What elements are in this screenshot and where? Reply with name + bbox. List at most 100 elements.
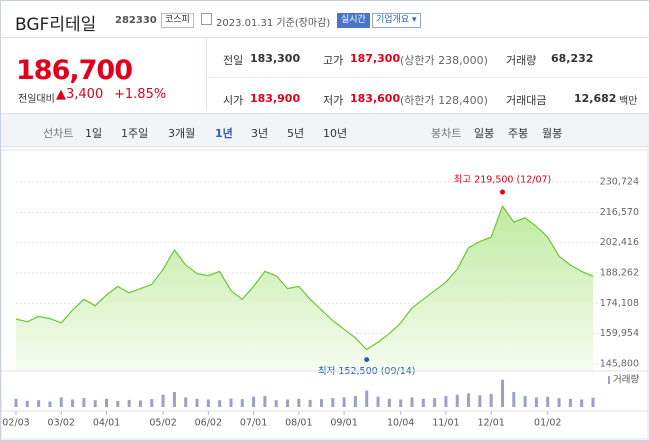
- price-area: [16, 206, 593, 371]
- stat-label: 저가: [323, 94, 344, 107]
- y-tick-label: 174,108: [600, 298, 639, 309]
- volume-bar: [365, 390, 369, 407]
- volume-bar: [319, 399, 323, 407]
- volume-bar: [229, 398, 233, 407]
- volume-bar: [218, 400, 222, 407]
- x-tick-label: 03/02: [48, 418, 75, 429]
- change-rate: +1.85%: [114, 87, 167, 102]
- change-label: 전일대비: [18, 94, 55, 105]
- volume-bar: [172, 392, 176, 407]
- current-price: 186,700: [16, 55, 133, 86]
- volume-bar: [421, 398, 425, 407]
- volume-bar: [105, 398, 109, 407]
- volume-bar: [14, 398, 18, 407]
- x-tick-label: 02/03: [2, 418, 29, 429]
- realtime-button[interactable]: 실시간: [337, 13, 370, 28]
- tab-group-label: 선차트: [43, 127, 74, 140]
- market-badge: 코스피: [161, 13, 194, 28]
- y-tick-label: 202,416: [600, 237, 639, 248]
- overview-label: 기업개요: [376, 15, 410, 25]
- x-tick-label: 10/04: [387, 418, 414, 429]
- tab-option[interactable]: 3년: [251, 127, 269, 140]
- volume-bar: [342, 397, 346, 407]
- tab-option[interactable]: 일봉: [474, 127, 495, 140]
- y-tick-label: 230,724: [600, 177, 639, 188]
- change: ▲3,400: [56, 87, 104, 102]
- stat-unit: 백만: [619, 96, 638, 107]
- volume-bar: [410, 397, 414, 407]
- tab-option[interactable]: 3개월: [168, 127, 196, 140]
- tab-option[interactable]: 1주일: [121, 127, 149, 140]
- change-value: 3,400: [66, 87, 104, 102]
- volume-bar: [433, 398, 437, 407]
- volume-bar: [534, 397, 538, 407]
- y-tick-label: 188,262: [600, 268, 639, 279]
- tab-option[interactable]: 주봉: [508, 127, 529, 140]
- x-tick-label: 06/02: [195, 418, 222, 429]
- volume-bar: [184, 397, 188, 407]
- tab-option[interactable]: 1년: [215, 127, 233, 140]
- volume-bar: [195, 398, 199, 407]
- volume-bar: [252, 396, 256, 407]
- volume-bar: [82, 398, 86, 407]
- low-marker: [364, 357, 370, 363]
- volume-bar: [376, 396, 380, 407]
- stock-code: 282330: [115, 15, 157, 26]
- volume-bar: [286, 399, 290, 407]
- stat-value: 12,682: [574, 92, 617, 105]
- volume-bar: [478, 395, 482, 407]
- volume-bar: [138, 400, 142, 407]
- volume-bar: [308, 399, 312, 407]
- y-tick-label: 145,800: [600, 359, 639, 370]
- volume-bar: [93, 400, 97, 407]
- volume-bar: [568, 398, 572, 407]
- x-tick-label: 05/02: [149, 418, 176, 429]
- tab-option[interactable]: 5년: [287, 127, 305, 140]
- plot-frame: [1, 149, 649, 440]
- volume-bar: [263, 396, 267, 407]
- volume-bar: [37, 400, 41, 407]
- tab-option[interactable]: 10년: [323, 127, 348, 140]
- stock-name: BGF리테일: [15, 15, 97, 35]
- high-annotation: 최고 219,500 (12/07): [454, 175, 552, 186]
- volume-bar: [399, 399, 403, 407]
- price-line: [15, 204, 594, 351]
- divider: [206, 77, 649, 78]
- volume-bar: [591, 397, 595, 407]
- volume-bar: [512, 392, 516, 407]
- y-tick-label: 216,570: [600, 207, 639, 218]
- stat-label: 거래대금: [506, 94, 547, 107]
- stat-value: 68,232: [551, 52, 594, 65]
- volume-bar: [240, 399, 244, 407]
- x-tick-label: 12/01: [477, 418, 504, 429]
- tab-group-label: 봉차트: [431, 127, 462, 140]
- chart: 230,724 216,570 202,416 188,262 174,108 159,9…: [1, 149, 649, 440]
- x-tick-label: 04/01: [93, 418, 120, 429]
- volume-bar: [59, 397, 63, 407]
- stat-label: 전일: [223, 54, 244, 67]
- tab-option[interactable]: 월봉: [542, 127, 563, 140]
- volume-bar: [48, 401, 52, 407]
- stat-label: 고가: [323, 54, 344, 67]
- stat-value: 183,300: [250, 52, 301, 65]
- volume-bar: [467, 393, 471, 407]
- base-date: 2023.01.31 기준(장마감): [216, 18, 331, 29]
- high-marker: [499, 189, 505, 195]
- volume-bar: [500, 379, 504, 407]
- volume-bar: [546, 396, 550, 407]
- x-tick-label: 11/01: [432, 418, 459, 429]
- stat-value: 187,300: [350, 52, 401, 65]
- volume-bar: [387, 398, 391, 407]
- stat-note: (상한가 238,000): [400, 54, 488, 67]
- tab-option[interactable]: 1일: [85, 127, 103, 140]
- volume-bar: [455, 394, 459, 407]
- volume-bar: [523, 396, 527, 407]
- calendar-icon: [201, 13, 212, 25]
- volume-bar: [444, 396, 448, 407]
- low-annotation: 최저 152,500 (09/14): [318, 366, 416, 377]
- overview-button[interactable]: 기업개요 ▾: [372, 13, 421, 28]
- volume-bar: [127, 399, 131, 407]
- stat-label: 시가: [223, 94, 244, 107]
- tab-bar: [1, 113, 649, 147]
